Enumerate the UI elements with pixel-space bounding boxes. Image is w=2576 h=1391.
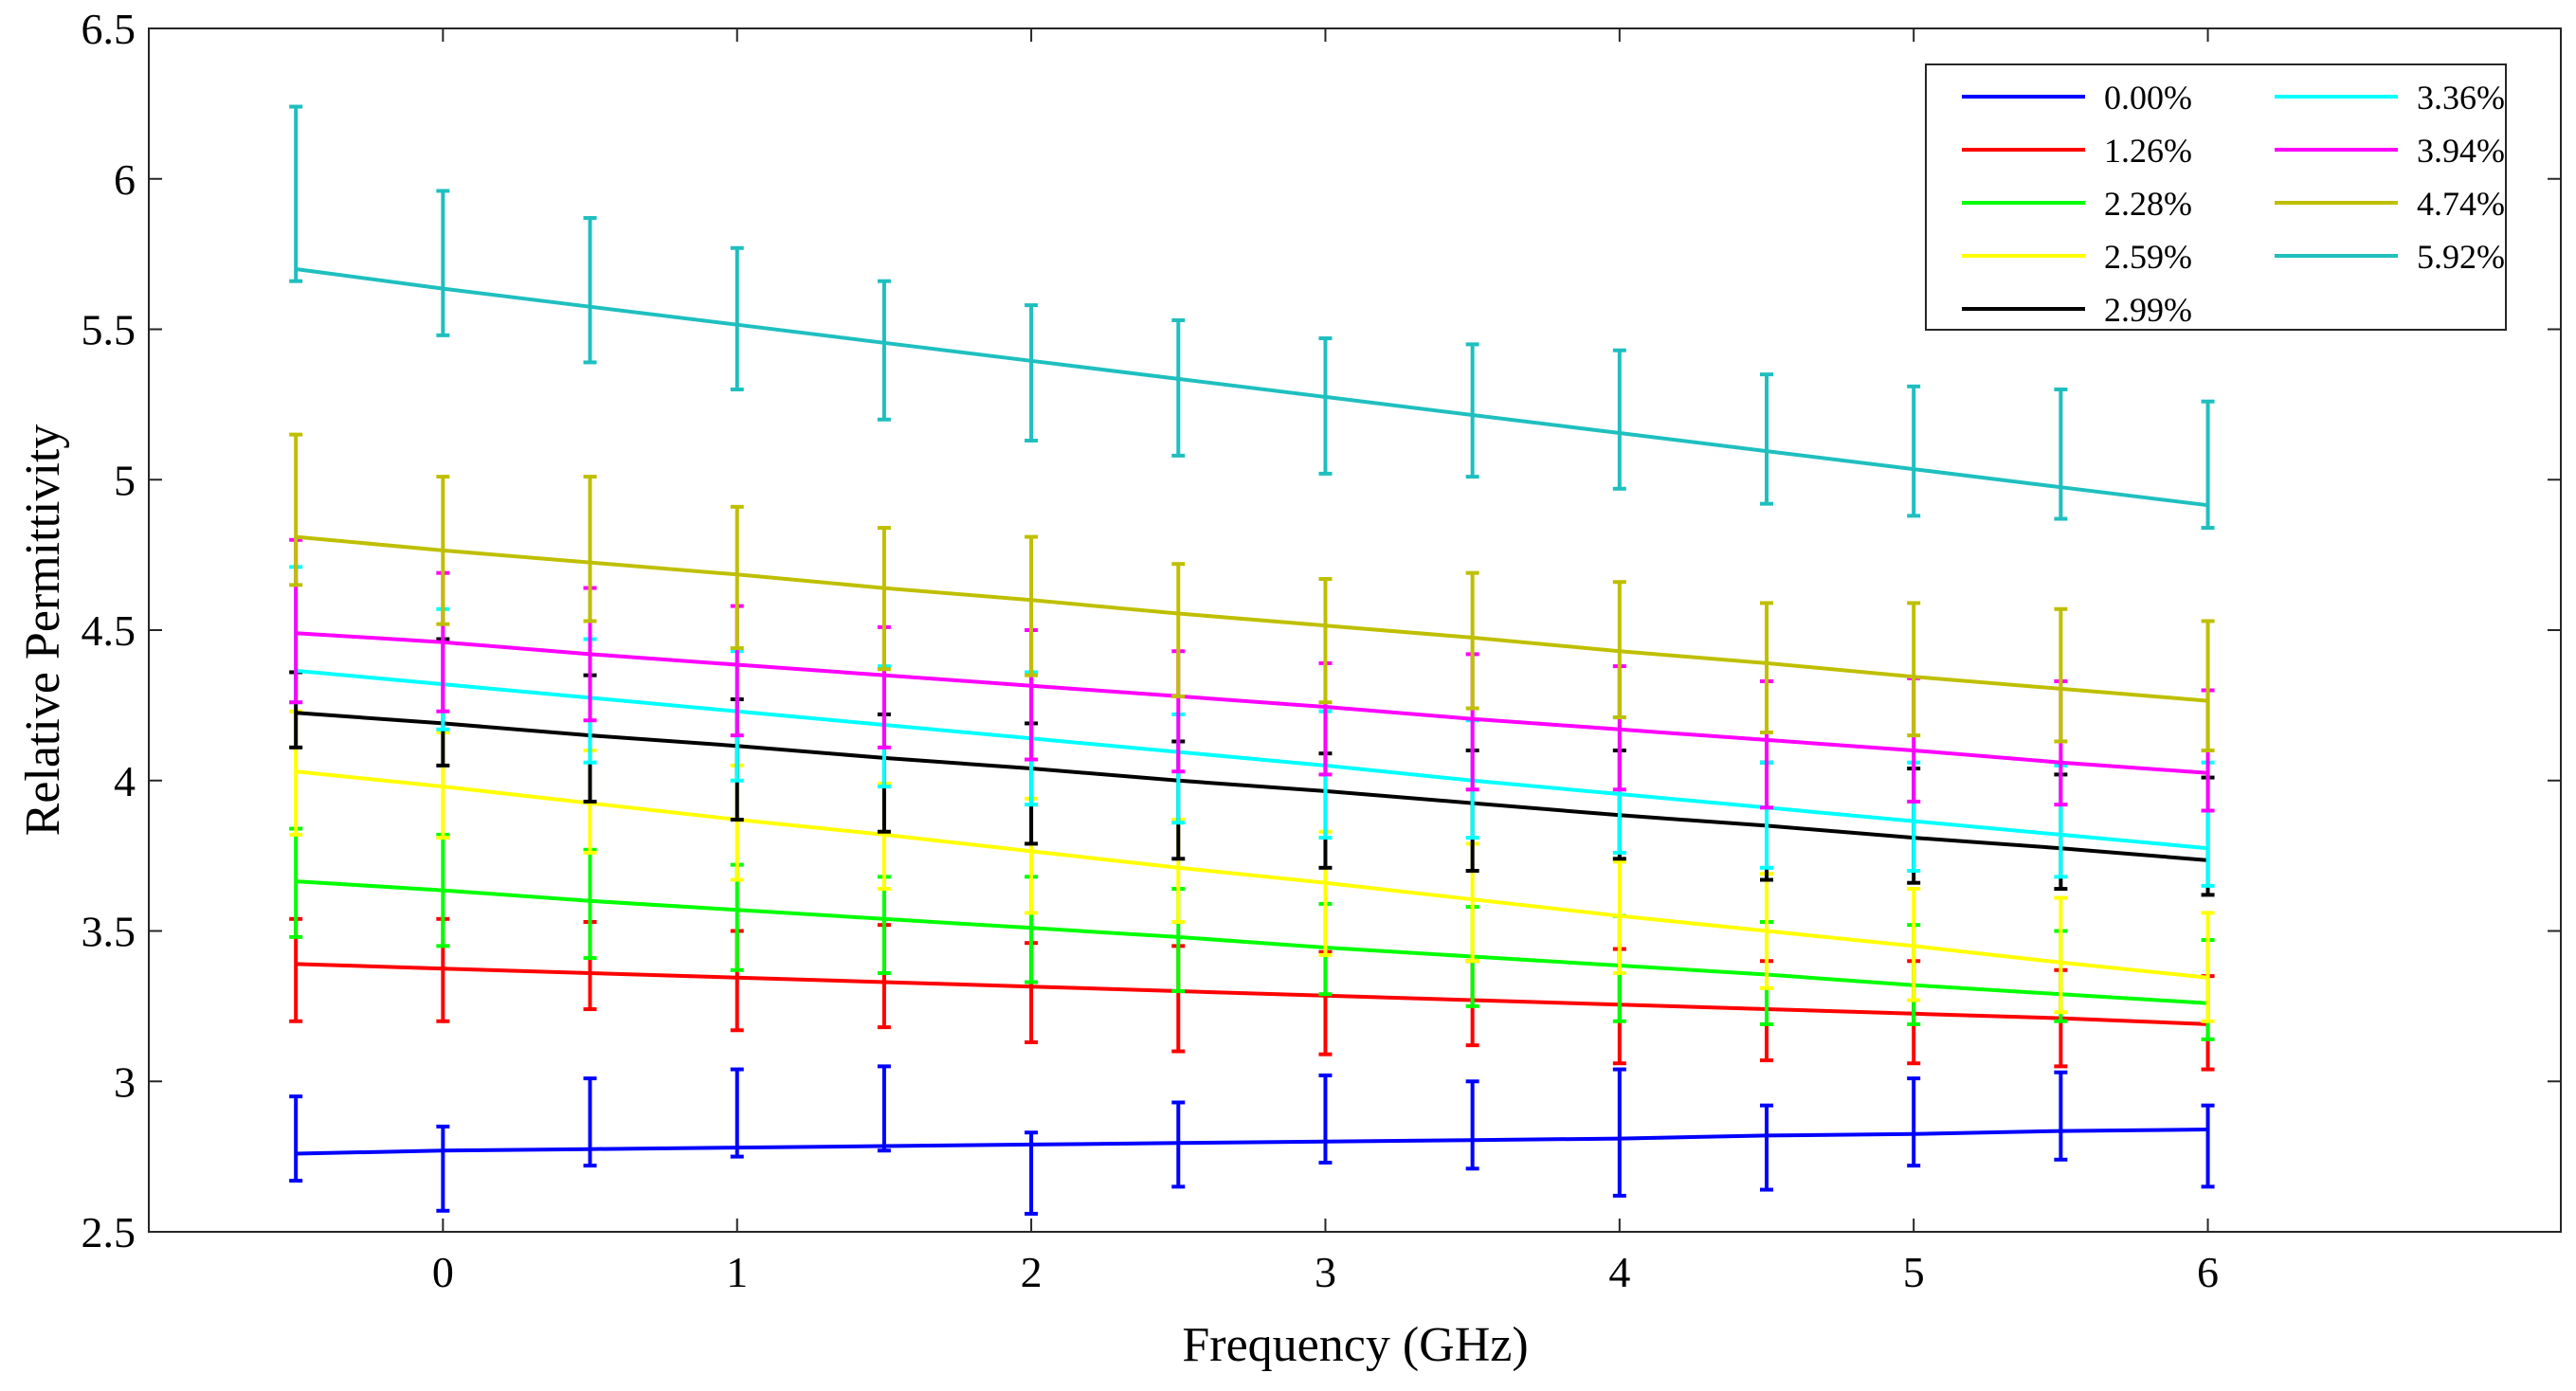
legend-item: 4.74% <box>2275 185 2505 223</box>
x-tick-label: 5 <box>1903 1248 1925 1296</box>
error-bar <box>2054 388 2068 521</box>
series-line <box>295 267 2208 508</box>
error-bar <box>289 1094 303 1183</box>
legend-item: 5.92% <box>2275 238 2505 276</box>
error-bar <box>1025 303 1039 443</box>
error-bar <box>1171 317 1186 458</box>
x-axis-title: Frequency (GHz) <box>1182 1318 1528 1372</box>
error-bar <box>1907 384 1921 518</box>
legend-item: 3.36% <box>2275 79 2505 117</box>
legend-label: 3.94% <box>2417 132 2505 170</box>
legend-label: 2.99% <box>2104 291 2192 329</box>
series-line <box>296 534 2208 703</box>
legend-label: 3.36% <box>2417 79 2505 117</box>
error-bar <box>2054 606 2068 744</box>
y-tick-label: 4 <box>114 757 136 805</box>
legend-item: 1.26% <box>1962 132 2192 170</box>
series-line <box>296 711 2208 862</box>
error-bar <box>2201 911 2215 1023</box>
legend-label: 1.26% <box>2104 132 2192 170</box>
axis-ticks: 0 1 2 3 4 5 6 2.5 3 3.5 4 4.5 5 5.5 6 6.5 <box>82 5 2561 1296</box>
error-bar <box>1907 1076 1921 1168</box>
error-bar <box>1612 1067 1626 1198</box>
error-bar <box>877 279 891 422</box>
series-line <box>296 879 2208 1005</box>
error-bar <box>730 245 744 391</box>
y-tick-label: 5 <box>114 456 136 504</box>
error-bar <box>1318 1073 1333 1165</box>
series-group <box>289 104 2215 531</box>
error-bar <box>2201 619 2215 752</box>
error-bar <box>730 1067 744 1159</box>
x-tick-label: 0 <box>432 1248 454 1296</box>
error-bar <box>289 432 303 587</box>
x-tick-label: 3 <box>1315 1248 1336 1296</box>
legend-label: 0.00% <box>2104 79 2192 117</box>
y-axis-title: Relative Permittivity <box>16 425 70 837</box>
series-line <box>296 631 2208 775</box>
legend-box <box>1925 63 2507 331</box>
legend-item: 0.00% <box>1962 79 2192 117</box>
error-bar <box>2054 1070 2068 1162</box>
legend-item: 2.99% <box>1962 291 2192 329</box>
plot-area <box>289 104 2215 1216</box>
error-bar <box>1760 372 1774 506</box>
x-tick-label: 6 <box>2197 1248 2219 1296</box>
error-bar <box>583 475 597 623</box>
y-tick-label: 3.5 <box>82 908 136 956</box>
error-bar <box>1318 336 1333 476</box>
y-tick-label: 5.5 <box>82 306 136 354</box>
legend-label: 5.92% <box>2417 238 2505 276</box>
error-bar <box>877 526 891 672</box>
error-bar <box>2054 895 2068 1015</box>
error-bar <box>730 504 744 651</box>
series-group <box>289 1064 2215 1216</box>
legend-item: 2.59% <box>1962 238 2192 276</box>
y-tick-label: 3 <box>114 1057 136 1106</box>
x-tick-label: 1 <box>726 1248 748 1296</box>
series-line <box>296 1128 2208 1156</box>
legend-label: 2.28% <box>2104 185 2192 223</box>
error-bar <box>2201 1103 2215 1189</box>
y-tick-label: 6 <box>114 155 136 204</box>
error-bar <box>436 1124 450 1213</box>
error-bar <box>583 1076 597 1168</box>
y-tick-label: 4.5 <box>82 606 136 655</box>
error-bar <box>1760 1103 1774 1192</box>
y-tick-label: 6.5 <box>82 5 136 53</box>
error-bar <box>289 104 303 283</box>
error-bar <box>1318 577 1333 705</box>
legend-item: 2.28% <box>1962 185 2192 223</box>
error-bar <box>2201 399 2215 531</box>
error-bar <box>436 189 450 337</box>
series-group <box>289 432 2215 752</box>
error-bar <box>1465 570 1479 711</box>
error-bar <box>1760 601 1774 734</box>
legend-item: 3.94% <box>2275 132 2505 170</box>
error-bar <box>877 1064 891 1153</box>
legend: 0.00% 1.26% 2.28% 2.59% 2.99% 3.36% 3.94% 4.74%… <box>1925 63 2507 331</box>
error-bar <box>583 216 597 365</box>
series-line <box>296 668 2208 851</box>
error-bar <box>1465 342 1479 479</box>
error-bar <box>1171 562 1186 698</box>
x-tick-label: 4 <box>1608 1248 1630 1296</box>
legend-label: 4.74% <box>2417 185 2505 223</box>
error-bar <box>1612 348 1626 491</box>
x-tick-label: 2 <box>1021 1248 1043 1296</box>
legend-label: 2.59% <box>2104 238 2192 276</box>
error-bar <box>1025 534 1039 677</box>
error-bar <box>1907 601 1921 738</box>
error-bar <box>1465 1079 1479 1171</box>
series-line <box>296 962 2208 1026</box>
series-line <box>295 769 2208 980</box>
y-tick-label: 2.5 <box>82 1208 136 1256</box>
